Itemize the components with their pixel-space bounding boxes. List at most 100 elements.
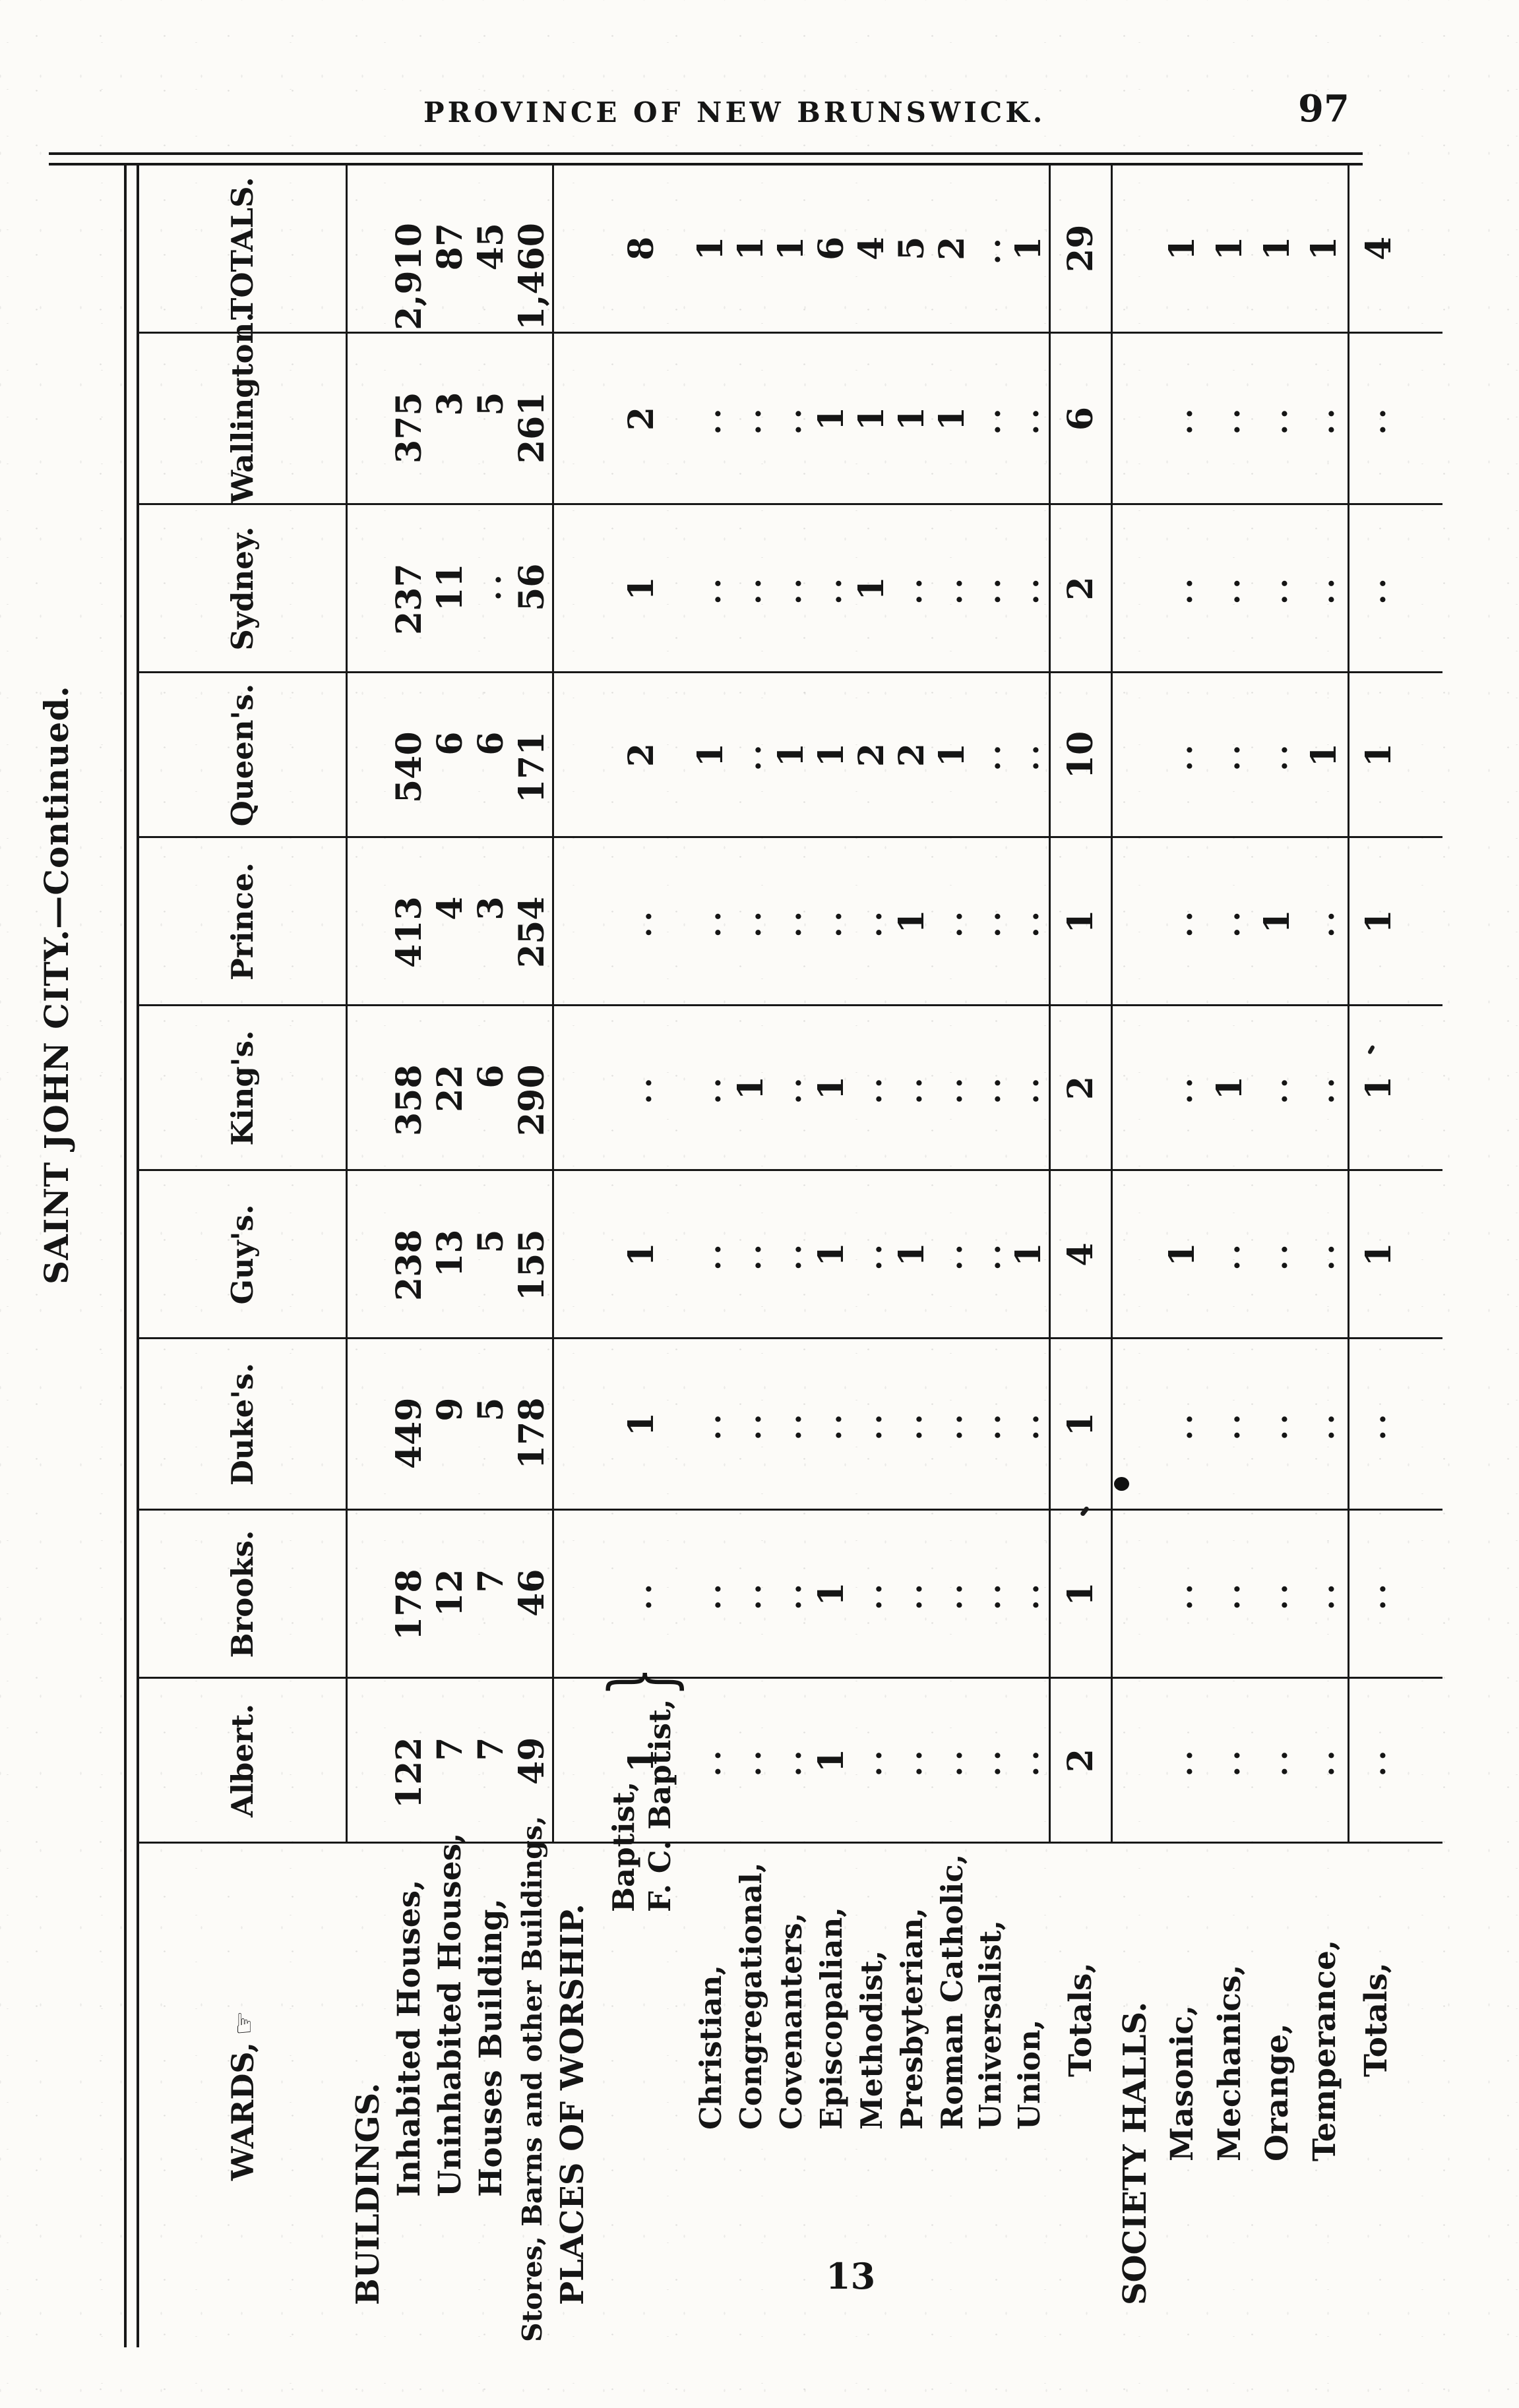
value-cell: 8	[592, 165, 691, 333]
column-header-ward: Wallington.	[139, 312, 347, 504]
value-cell: ..	[691, 333, 731, 504]
value-cell: 449	[388, 1339, 430, 1510]
census-table: WARDS, ☞ Albert. Brooks. Duke's. Guy's. King's…	[139, 165, 1442, 2347]
value-cell: ..	[691, 1678, 731, 1843]
empty-cell	[346, 1170, 389, 1339]
value-cell: ..	[932, 1339, 972, 1510]
value-cell: 4	[1049, 1170, 1112, 1339]
value-cell: ..	[1008, 1510, 1050, 1678]
value-cell: 7	[470, 1678, 512, 1843]
running-header: PROVINCE OF NEW BRUNSWICK.	[423, 96, 1046, 129]
value-cell: 1	[592, 1170, 691, 1339]
column-header-ward: King's.	[139, 1006, 347, 1170]
value-cell: ..	[1158, 504, 1206, 673]
column-header-ward: TOTALS.	[139, 165, 347, 333]
row-label: Baptist, F. C. Baptist,}	[592, 1667, 691, 2347]
value-cell: ..	[1253, 1339, 1301, 1510]
value-cell: 2	[592, 673, 691, 837]
value-cell: ..	[1008, 1006, 1050, 1170]
empty-cell	[553, 1510, 592, 1678]
value-cell: ..	[852, 1678, 892, 1843]
rotated-table-area: WARDS, ☞ Albert. Brooks. Duke's. Guy's. King's…	[124, 165, 1442, 2347]
value-cell: ..	[1253, 504, 1301, 673]
empty-cell	[553, 333, 592, 504]
header-rule-bottom	[49, 163, 1363, 166]
value-cell: ..	[811, 1339, 852, 1510]
value-cell: 2,910	[388, 165, 430, 333]
empty-cell	[553, 1339, 592, 1510]
value-cell: 375	[388, 333, 430, 504]
value-cell: ..	[1348, 333, 1442, 504]
value-cell: ..	[1253, 673, 1301, 837]
value-cell: ..	[592, 1006, 691, 1170]
value-cell: ..	[1008, 1678, 1050, 1843]
value-cell: 7	[470, 1510, 512, 1678]
value-cell: ..	[852, 1170, 892, 1339]
value-cell: 56	[511, 504, 553, 673]
value-cell: 6	[470, 673, 512, 837]
value-cell: 1	[1348, 1006, 1442, 1170]
empty-cell	[1111, 165, 1159, 333]
value-cell: 1	[811, 1510, 852, 1678]
value-cell: 1	[1206, 165, 1254, 333]
value-cell: ..	[771, 1170, 811, 1339]
value-cell: 254	[511, 837, 553, 1006]
value-cell: ..	[1206, 1170, 1254, 1339]
row-label: Masonic,	[1164, 2004, 1200, 2161]
value-cell: ..	[932, 1510, 972, 1678]
value-cell: 1	[592, 504, 691, 673]
value-cell: ..	[771, 333, 811, 504]
value-cell: ..	[892, 504, 932, 673]
value-cell: ..	[691, 1170, 731, 1339]
value-cell: ..	[592, 1510, 691, 1678]
value-cell: ..	[932, 504, 972, 673]
value-cell: ..	[972, 673, 1008, 837]
value-cell: 2	[932, 165, 972, 333]
column-header-ward: Albert.	[139, 1678, 347, 1843]
wards-label: WARDS,	[224, 2042, 261, 2181]
value-cell: 2	[1049, 504, 1112, 673]
value-cell: 1	[1348, 837, 1442, 1006]
value-cell: ..	[1206, 333, 1254, 504]
empty-cell	[553, 673, 592, 837]
empty-cell	[1111, 504, 1159, 673]
value-cell: ..	[1158, 1678, 1206, 1843]
empty-cell	[346, 837, 389, 1006]
value-cell: ..	[972, 504, 1008, 673]
value-cell: 290	[511, 1006, 553, 1170]
value-cell: ..	[731, 1339, 771, 1510]
value-cell: 2	[1049, 1678, 1112, 1843]
value-cell: 13	[429, 1170, 471, 1339]
value-cell: ..	[1008, 333, 1050, 504]
value-cell: 3	[470, 837, 512, 1006]
empty-cell	[1111, 1510, 1159, 1678]
row-label-line: Baptist,	[605, 1781, 641, 1912]
value-cell: ..	[1206, 837, 1254, 1006]
value-cell: 1	[892, 837, 932, 1006]
value-cell: ..	[771, 1339, 811, 1510]
value-cell: ..	[731, 1678, 771, 1843]
value-cell: ..	[771, 1006, 811, 1170]
value-cell: 6	[429, 673, 471, 837]
row-label: Covenanters,	[774, 1912, 809, 2130]
value-cell: ..	[1301, 1170, 1349, 1339]
value-cell: ..	[1348, 1510, 1442, 1678]
header-rule-top	[49, 152, 1363, 155]
value-cell: ..	[972, 165, 1008, 333]
value-cell: ..	[731, 1170, 771, 1339]
value-cell: 2	[1049, 1006, 1112, 1170]
value-cell: ..	[691, 1510, 731, 1678]
value-cell: ..	[1206, 1510, 1254, 1678]
row-label: Uninhabited Houses,	[432, 1832, 468, 2197]
value-cell: 29	[1049, 165, 1112, 333]
value-cell: 1	[852, 333, 892, 504]
row-label: Temperance,	[1307, 1939, 1343, 2161]
value-cell: ..	[1301, 1678, 1349, 1843]
value-cell: 1	[811, 1170, 852, 1339]
section-heading: PLACES OF WORSHIP.	[554, 1904, 591, 2305]
empty-cell	[346, 333, 389, 504]
column-header-ward: Sydney.	[139, 504, 347, 673]
value-cell: 22	[429, 1006, 471, 1170]
row-label-line: F. C. Baptist,	[642, 1699, 677, 1912]
empty-cell	[553, 1678, 592, 1843]
